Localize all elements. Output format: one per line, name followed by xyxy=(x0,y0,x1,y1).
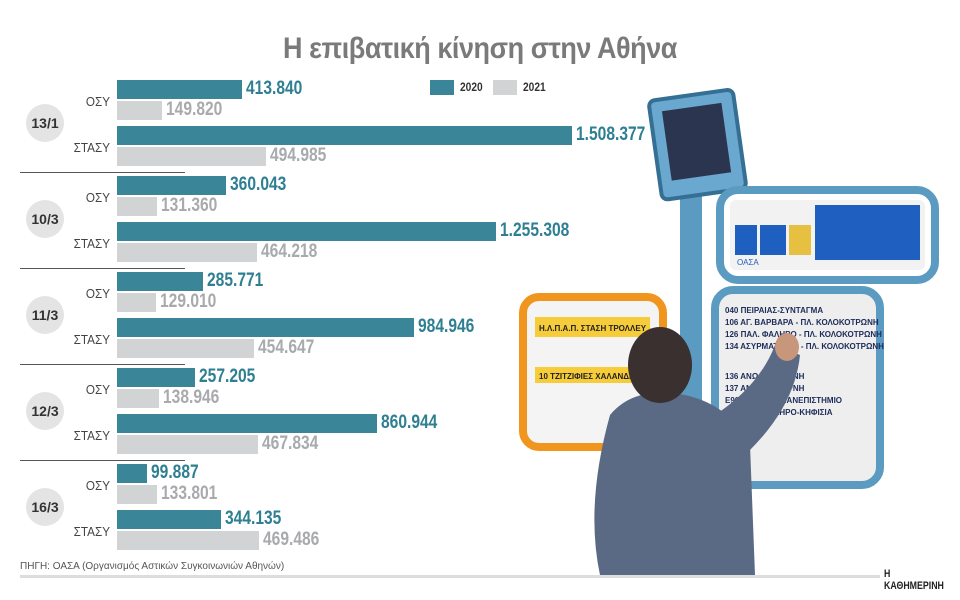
data-label-2020: 413.840 xyxy=(245,78,303,99)
category-label: ΟΣΥ xyxy=(85,190,110,205)
footer-rule xyxy=(20,575,880,578)
category-label: ΣΤΑΣΥ xyxy=(73,524,110,539)
bar-2021 xyxy=(117,101,163,120)
date-badge: 16/3 xyxy=(26,488,64,526)
data-label-2020: 257.205 xyxy=(198,366,255,387)
data-label-2021: 129.010 xyxy=(159,291,217,312)
legend-label-2021: 2021 xyxy=(523,80,546,94)
data-label-2020: 860.944 xyxy=(380,412,438,433)
bar-2021 xyxy=(117,389,159,408)
bar-2021 xyxy=(117,435,259,454)
data-label-2021: 149.820 xyxy=(166,99,223,120)
solar-panel xyxy=(647,88,748,202)
bar-2021 xyxy=(117,197,157,216)
group-separator xyxy=(20,172,185,173)
trolley-sign-text: Η.Λ.Π.Α.Π. ΣΤΑΣΗ ΤΡΟΛΛΕΥ xyxy=(539,324,647,333)
bar-2020 xyxy=(117,510,221,529)
chart-title: Η επιβατική κίνηση στην Αθήνα xyxy=(283,32,677,65)
category-label: ΣΤΑΣΥ xyxy=(73,236,110,251)
bar-2021 xyxy=(117,339,255,358)
bar-2020 xyxy=(117,318,415,337)
date-badge: 10/3 xyxy=(26,200,64,238)
data-label-2021: 131.360 xyxy=(160,195,217,216)
route-line: 126 ΠΑΛ. ΦΑΛΗΡΟ - ΠΛ. ΚΟΛΟΚΟΤΡΩΝΗ xyxy=(725,330,882,339)
route-line: 134 ΑΣΥΡΜΑΤΟΣ Α' - ΠΛ. ΚΟΛΟΚΟΤΡΩΝΗ xyxy=(725,342,884,351)
oasa-logo: ΟΑΣΑ xyxy=(737,258,759,267)
bar-2020 xyxy=(117,464,148,483)
category-label: ΟΣΥ xyxy=(85,478,110,493)
bar-2020 xyxy=(117,272,204,291)
data-label-2020: 1.255.308 xyxy=(499,220,569,241)
legend-swatch-2020 xyxy=(430,80,454,95)
data-label-2020: 360.043 xyxy=(229,174,286,195)
date-badge: 12/3 xyxy=(26,392,64,430)
data-label-2021: 454.647 xyxy=(258,337,315,358)
data-label-2020: 1.508.377 xyxy=(576,124,646,145)
category-label: ΟΣΥ xyxy=(85,94,110,109)
data-label-2020: 984.946 xyxy=(418,316,475,337)
data-label-2021: 464.218 xyxy=(261,241,318,262)
bar-2021 xyxy=(117,531,259,550)
group-separator xyxy=(20,460,185,461)
route-line: 106 ΑΓ. ΒΑΡΒΑΡΑ - ΠΛ. ΚΟΛΟΚΟΤΡΩΝΗ xyxy=(725,318,879,327)
data-label-2021: 138.946 xyxy=(162,387,220,408)
bar-2021 xyxy=(117,147,267,166)
legend-swatch-2021 xyxy=(493,80,517,95)
bar-2021 xyxy=(117,293,156,312)
bar-2020 xyxy=(117,80,242,99)
data-label-2021: 133.801 xyxy=(161,483,218,504)
bar-2021 xyxy=(117,243,258,262)
bar-2020 xyxy=(117,176,226,195)
data-label-2021: 469.486 xyxy=(262,529,319,550)
bar-2021 xyxy=(117,485,158,504)
trolley-route-text: 10 ΤΖΙΤΖΙΦΙΕΣ ΧΑΛΑΝΔΡΙ xyxy=(539,372,637,381)
date-badge: 11/3 xyxy=(26,296,64,334)
data-label-2021: 494.985 xyxy=(270,145,327,166)
worker xyxy=(594,327,800,575)
legend-label-2020: 2020 xyxy=(460,80,483,94)
bar-2020 xyxy=(117,126,572,145)
data-label-2021: 467.834 xyxy=(262,433,319,454)
group-separator xyxy=(20,268,185,269)
category-label: ΟΣΥ xyxy=(85,286,110,301)
bar-2020 xyxy=(117,414,377,433)
brand-logo: Η ΚΑΘΗΜΕΡΙΝΗ xyxy=(884,568,944,592)
source-note: ΠΗΓΗ: ΟΑΣΑ (Οργανισμός Αστικών Συγκοινων… xyxy=(20,561,285,572)
bus-stop-photo: ΟΑΣΑ Η.Λ.Π.Α.Π. ΣΤΑΣΗ ΤΡΟΛΛΕΥ 10 ΤΖΙΤΖΙΦ… xyxy=(519,88,939,575)
route-line: 040 ΠΕΙΡΑΙΑΣ-ΣΥΝΤΑΓΜΑ xyxy=(725,306,823,315)
data-label-2020: 285.771 xyxy=(207,270,264,291)
bar-2020 xyxy=(117,368,195,387)
category-label: ΣΤΑΣΥ xyxy=(73,332,110,347)
category-label: ΣΤΑΣΥ xyxy=(73,140,110,155)
category-label: ΟΣΥ xyxy=(85,382,110,397)
bar-2020 xyxy=(117,222,496,241)
data-label-2020: 99.887 xyxy=(151,462,199,483)
group-separator xyxy=(20,364,185,365)
date-badge: 13/1 xyxy=(26,104,64,142)
data-label-2020: 344.135 xyxy=(224,508,282,529)
category-label: ΣΤΑΣΥ xyxy=(73,428,110,443)
